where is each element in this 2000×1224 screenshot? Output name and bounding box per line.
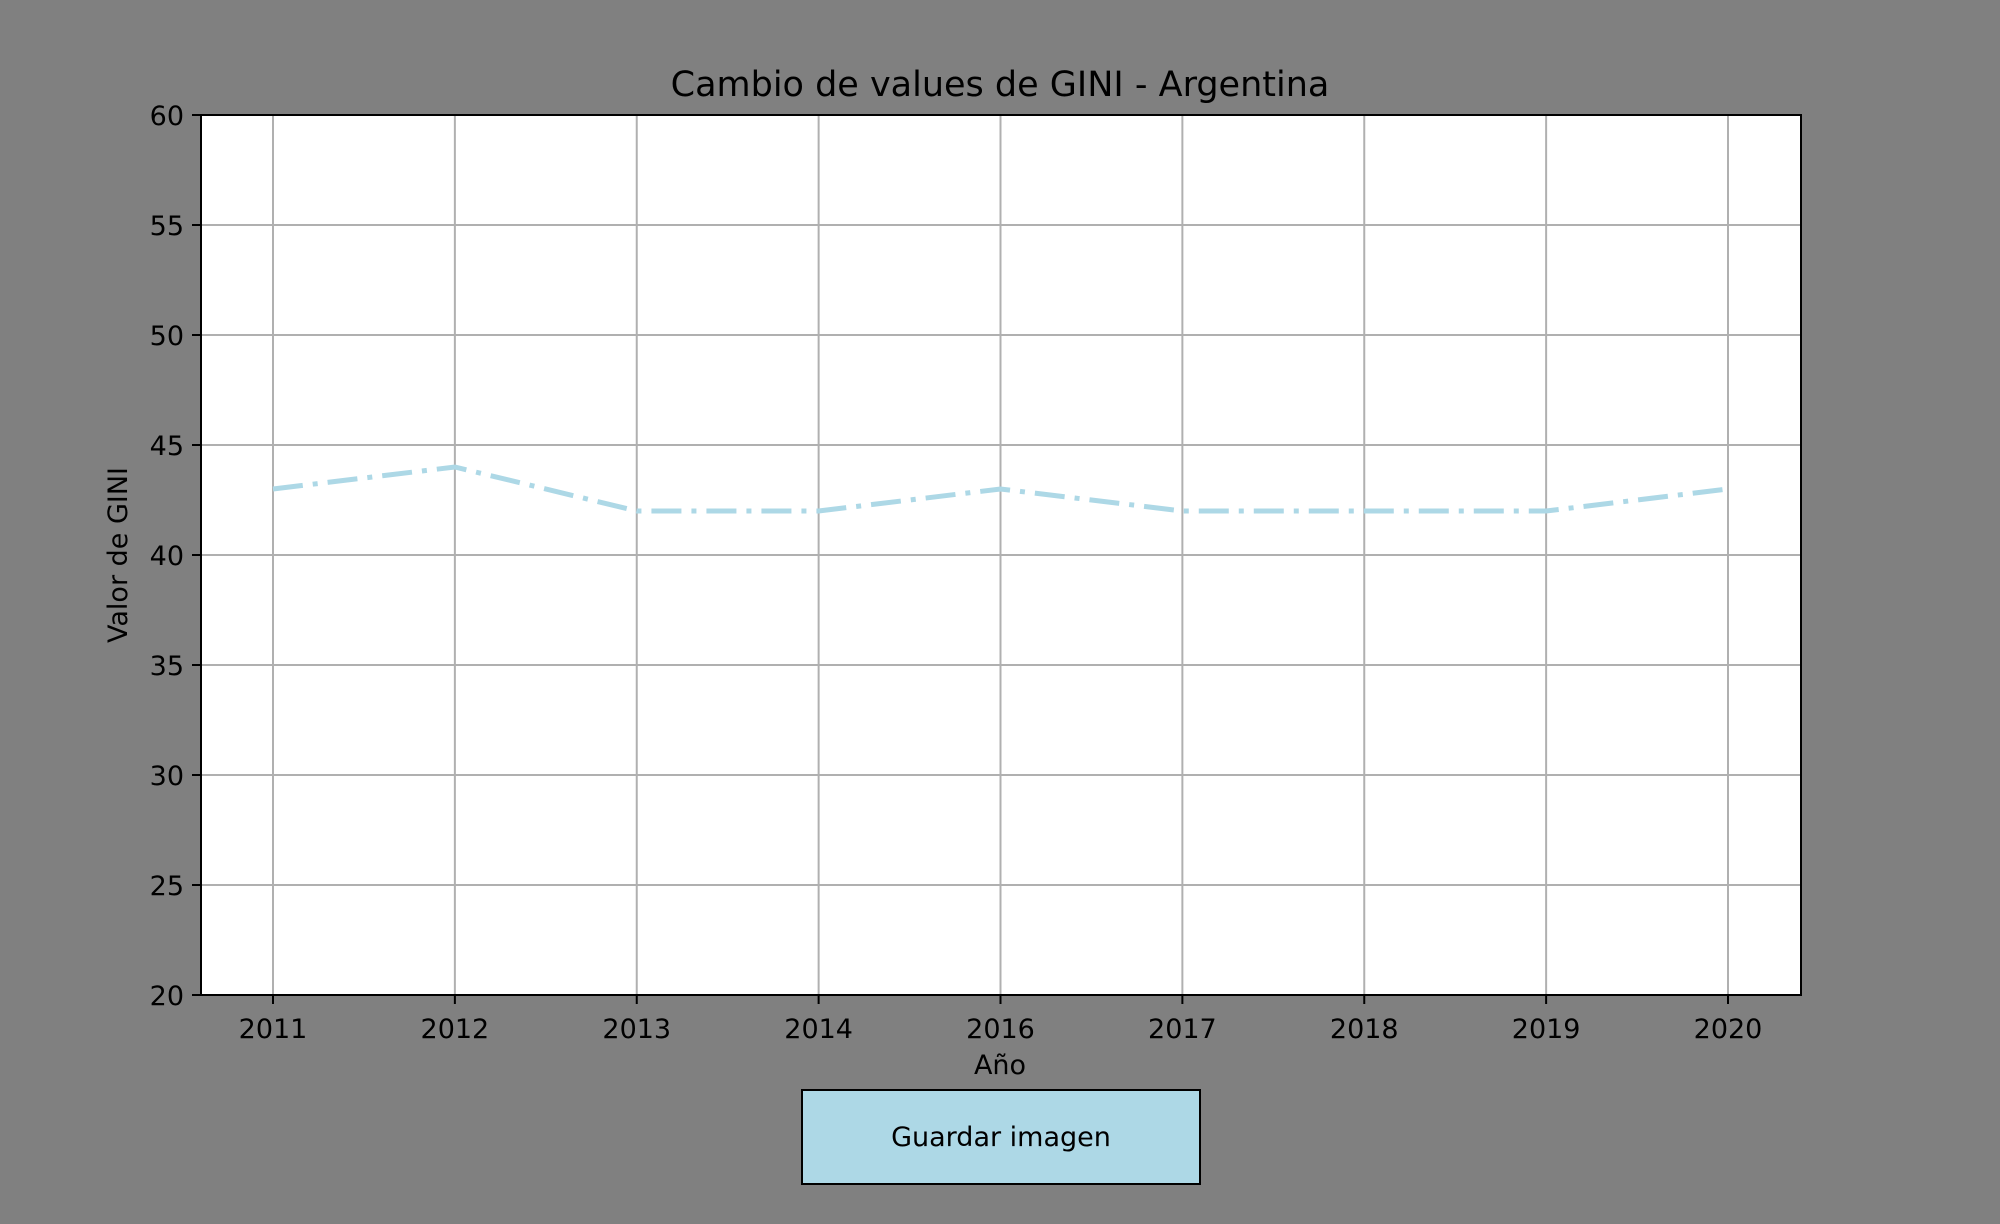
gini-series-line <box>272 464 1729 514</box>
x-tick-label: 2013 <box>602 1014 671 1045</box>
x-tick-label: 2016 <box>966 1014 1035 1045</box>
y-tick-label: 45 <box>150 431 184 462</box>
save-image-button[interactable]: Guardar imagen <box>801 1089 1201 1185</box>
y-tick-label: 20 <box>150 981 184 1012</box>
y-tick-label: 30 <box>150 761 184 792</box>
series-line <box>272 464 1729 514</box>
y-tick-label: 60 <box>150 101 184 132</box>
x-tick-label: 2018 <box>1330 1014 1399 1045</box>
x-tick-label: 2017 <box>1148 1014 1217 1045</box>
x-tick-label: 2019 <box>1512 1014 1581 1045</box>
x-axis-ticks: 2011 2012 2013 2014 2016 2017 2018 2019 2020 <box>239 995 1763 1045</box>
x-tick-label: 2012 <box>421 1014 490 1045</box>
y-tick-label: 35 <box>150 651 184 682</box>
y-tick-label: 40 <box>150 541 184 572</box>
x-tick-label: 2014 <box>784 1014 853 1045</box>
y-tick-label: 55 <box>150 211 184 242</box>
x-tick-label: 2011 <box>239 1014 308 1045</box>
y-tick-label: 50 <box>150 321 184 352</box>
x-axis-label: Año <box>974 1050 1026 1081</box>
y-axis-ticks: 20 25 30 35 40 45 50 55 60 <box>150 101 201 1012</box>
chart-title: Cambio de values de GINI - Argentina <box>671 65 1330 105</box>
y-tick-label: 25 <box>150 871 184 902</box>
y-axis-label: Valor de GINI <box>103 467 134 643</box>
x-tick-label: 2020 <box>1694 1014 1763 1045</box>
